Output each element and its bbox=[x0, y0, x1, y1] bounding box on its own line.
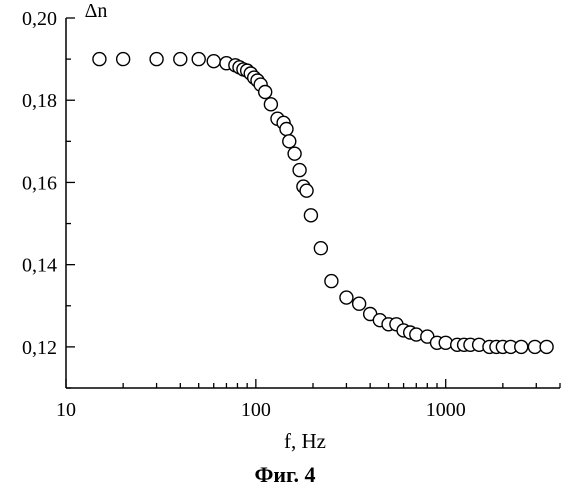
data-points bbox=[93, 53, 553, 354]
data-point bbox=[93, 53, 106, 66]
data-point bbox=[304, 209, 317, 222]
data-point bbox=[288, 147, 301, 160]
x-axis-label: f, Hz bbox=[284, 429, 326, 453]
data-point bbox=[540, 340, 553, 353]
chart: 0,12 0,14 0,16 0,18 0,20 10 100 1000 f, Hz Δn bbox=[0, 0, 570, 470]
data-point bbox=[264, 98, 277, 111]
x-tick-label: 1000 bbox=[426, 399, 466, 421]
y-tick-label: 0,18 bbox=[22, 90, 57, 112]
data-point bbox=[174, 53, 187, 66]
x-tick-label: 100 bbox=[241, 399, 271, 421]
y-tick-label: 0,16 bbox=[22, 172, 57, 194]
data-point bbox=[150, 53, 163, 66]
figure-caption: Фиг. 4 bbox=[0, 462, 570, 488]
y-tick-label: 0,14 bbox=[22, 255, 57, 277]
data-point bbox=[293, 164, 306, 177]
data-point bbox=[207, 55, 220, 68]
data-point bbox=[280, 123, 293, 136]
x-tick-label: 10 bbox=[56, 399, 76, 421]
y-axis-label: Δn bbox=[85, 0, 108, 22]
data-point bbox=[353, 297, 366, 310]
data-point bbox=[117, 53, 130, 66]
data-point bbox=[439, 336, 452, 349]
chart-axes bbox=[66, 18, 560, 388]
data-point bbox=[340, 291, 353, 304]
data-point bbox=[314, 242, 327, 255]
y-tick-label: 0,12 bbox=[22, 337, 57, 359]
data-point bbox=[515, 340, 528, 353]
data-point bbox=[192, 53, 205, 66]
y-tick-label: 0,20 bbox=[22, 8, 57, 30]
data-point bbox=[283, 135, 296, 148]
data-point bbox=[325, 275, 338, 288]
data-point bbox=[300, 184, 313, 197]
data-point bbox=[259, 86, 272, 99]
